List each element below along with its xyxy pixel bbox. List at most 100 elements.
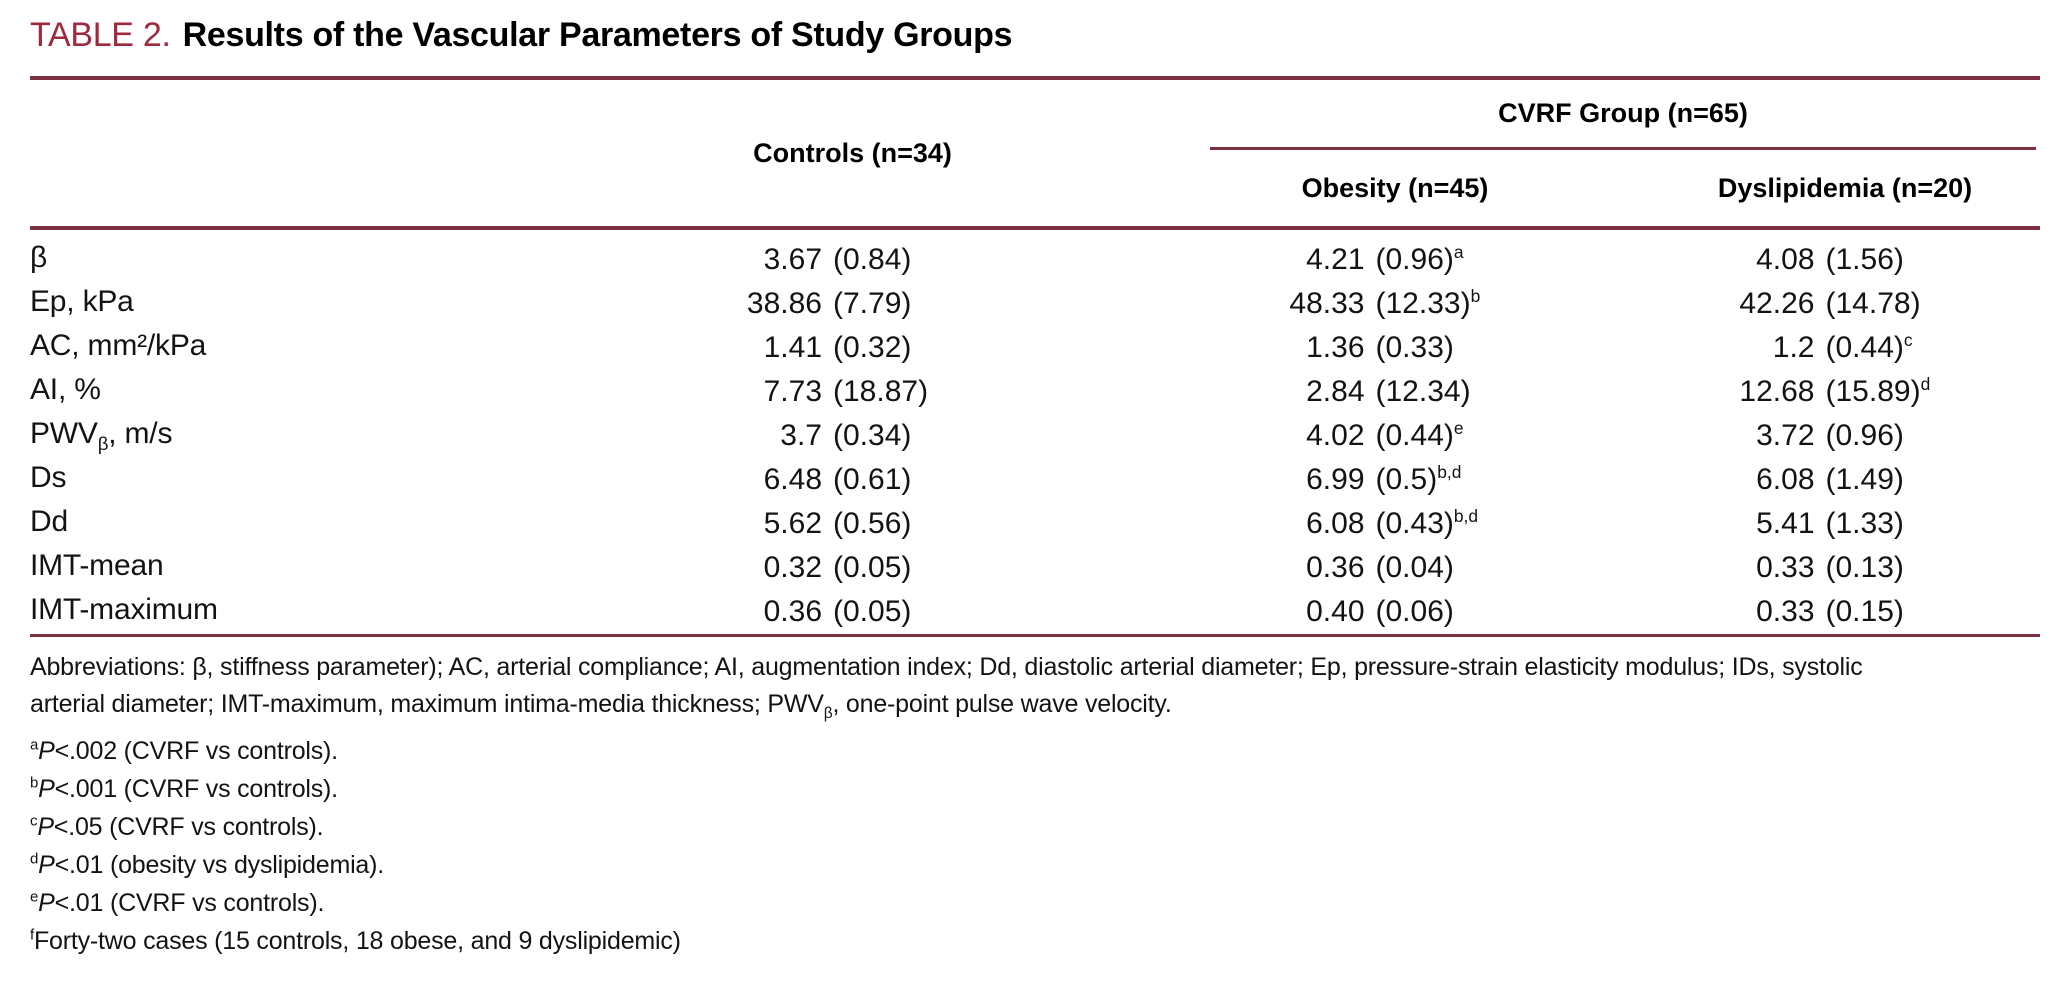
abbreviations-line-1: Abbreviations: β, stiffness parameter); … [30, 653, 1863, 681]
footnote-text: <.001 (CVRF vs controls). [54, 775, 338, 803]
value-mean: 3.7 [780, 419, 822, 452]
table-row: IMT-mean 0.32 (0.05) 0.36 (0.04) 0.33 (0.13… [30, 546, 2040, 590]
cell-obesity: 0.40 (0.06) [1140, 590, 1650, 636]
value-sd: (1.56) [1825, 243, 1904, 276]
footnote-marker: f [30, 926, 34, 944]
row-label: β [30, 241, 48, 274]
value-sd: (0.32) [833, 331, 912, 364]
value-sd: (0.04) [1375, 551, 1454, 584]
value-sd: (12.34) [1375, 375, 1471, 408]
footnote-item-c: cP<.05 (CVRF vs controls). [30, 808, 2040, 846]
value-mean: 4.21 [1306, 243, 1365, 276]
cell-obesity: 4.21 (0.96)a [1140, 228, 1650, 282]
value-mean: 42.26 [1739, 287, 1815, 320]
value-mean: 4.08 [1756, 243, 1815, 276]
footnote-item-e: eP<.01 (CVRF vs controls). [30, 884, 2040, 922]
footnote-p: P [38, 889, 55, 917]
row-label: Ep, kPa [30, 285, 134, 318]
value-sd: (0.96) [1375, 243, 1454, 276]
row-label: PWVβ, m/s [30, 417, 173, 454]
table-row: AC, mm²/kPa 1.41 (0.32) 1.36 (0.33) 1.2 (0.… [30, 326, 2040, 370]
value-mean: 1.2 [1772, 331, 1815, 364]
cell-controls: 7.73 (18.87) [565, 370, 1140, 414]
value-superscript: b,d [1437, 462, 1462, 482]
table-row: PWVβ, m/s 3.7 (0.34) 4.02 (0.44)e 3.72 (0.9… [30, 414, 2040, 458]
value-sd: (0.13) [1825, 551, 1904, 584]
value-superscript: b,d [1453, 506, 1479, 526]
cell-controls: 1.41 (0.32) [565, 326, 1140, 370]
table-row: β 3.67 (0.84) 4.21 (0.96)a 4.08 (1.56) [30, 228, 2040, 282]
cell-dyslipidemia: 42.26 (14.78) [1650, 282, 2040, 326]
value-sd: (1.49) [1825, 463, 1904, 496]
value-mean: 3.67 [763, 243, 822, 276]
value-mean: 3.72 [1756, 419, 1815, 452]
footnotes: Abbreviations: β, stiffness parameter); … [30, 649, 2040, 960]
footnote-item-d: dP<.01 (obesity vs dyslipidemia). [30, 846, 2040, 884]
header-controls: Controls (n=34) [753, 137, 952, 168]
cell-controls: 3.7 (0.34) [565, 414, 1140, 458]
cell-dyslipidemia: 4.08 (1.56) [1650, 228, 2040, 282]
value-sd: (0.84) [833, 243, 912, 276]
cell-dyslipidemia: 5.41 (1.33) [1650, 502, 2040, 546]
value-sd: (0.44) [1375, 419, 1454, 452]
footnote-text: <.002 (CVRF vs controls). [54, 737, 338, 765]
footnote-marker: d [30, 850, 39, 868]
cell-obesity: 6.99 (0.5)b,d [1140, 458, 1650, 502]
footnote-item-f: fForty-two cases (15 controls, 18 obese,… [30, 922, 2040, 960]
value-mean: 2.84 [1306, 375, 1365, 408]
value-sd: (0.06) [1375, 595, 1454, 628]
row-label: AC, mm²/kPa [30, 329, 207, 362]
row-label: AI, % [30, 373, 101, 406]
value-mean: 38.86 [746, 287, 822, 320]
value-mean: 6.48 [763, 463, 822, 496]
header-empty [30, 78, 565, 228]
cell-dyslipidemia: 0.33 (0.15) [1650, 590, 2040, 636]
cell-controls: 5.62 (0.56) [565, 502, 1140, 546]
row-label: IMT-mean [30, 549, 164, 582]
footnote-text: <.05 (CVRF vs controls). [53, 813, 324, 841]
value-mean: 5.41 [1756, 507, 1815, 540]
table-number-label: TABLE 2. [30, 16, 171, 54]
header-dyslipidemia: Dyslipidemia (n=20) [1717, 172, 1973, 203]
value-mean: 6.08 [1756, 463, 1815, 496]
value-sd: (0.43) [1375, 507, 1454, 540]
value-sd: (1.33) [1825, 507, 1904, 540]
cell-dyslipidemia: 12.68 (15.89)d [1650, 370, 2040, 414]
value-mean: 0.40 [1306, 595, 1365, 628]
cell-obesity: 6.08 (0.43)b,d [1140, 502, 1650, 546]
cell-obesity: 2.84 (12.34) [1140, 370, 1650, 414]
cell-controls: 38.86 (7.79) [565, 282, 1140, 326]
cell-dyslipidemia: 3.72 (0.96) [1650, 414, 2040, 458]
header-cvrf-group: CVRF Group (n=65) [1140, 78, 2040, 150]
footnote-item-b: bP<.001 (CVRF vs controls). [30, 770, 2040, 808]
footnote-p: P [38, 737, 55, 765]
value-superscript: b [1470, 286, 1481, 306]
cell-controls: 0.36 (0.05) [565, 590, 1140, 636]
value-mean: 7.73 [763, 375, 822, 408]
footnote-marker: e [30, 888, 39, 906]
row-label: Dd [30, 505, 68, 538]
footnote-marker: a [30, 736, 39, 754]
value-mean: 0.33 [1756, 595, 1815, 628]
cell-controls: 6.48 (0.61) [565, 458, 1140, 502]
value-sd: (0.44) [1825, 331, 1904, 364]
footnote-marker: c [30, 812, 38, 830]
value-mean: 5.62 [763, 507, 822, 540]
cell-obesity: 48.33 (12.33)b [1140, 282, 1650, 326]
abbreviations-line-2: arterial diameter; IMT-maximum, maximum … [30, 690, 1172, 722]
value-mean: 48.33 [1289, 287, 1365, 320]
value-sd: (15.89) [1825, 375, 1921, 408]
value-mean: 0.36 [763, 595, 822, 628]
row-label: Ds [30, 461, 67, 494]
value-sd: (0.61) [833, 463, 912, 496]
value-superscript: c [1903, 330, 1913, 350]
cell-obesity: 0.36 (0.04) [1140, 546, 1650, 590]
table-header: Controls (n=34) CVRF Group (n=65) Obesit… [30, 78, 2041, 228]
footnote-p: P [38, 851, 55, 879]
table-row: AI, % 7.73 (18.87) 2.84 (12.34) 12.68 (15.8… [30, 370, 2040, 414]
footnote-p: P [37, 813, 54, 841]
table-row: Dd 5.62 (0.56) 6.08 (0.43)b,d 5.41 (1.33) [30, 502, 2040, 546]
header-obesity: Obesity (n=45) [1301, 172, 1489, 203]
value-mean: 0.36 [1306, 551, 1365, 584]
